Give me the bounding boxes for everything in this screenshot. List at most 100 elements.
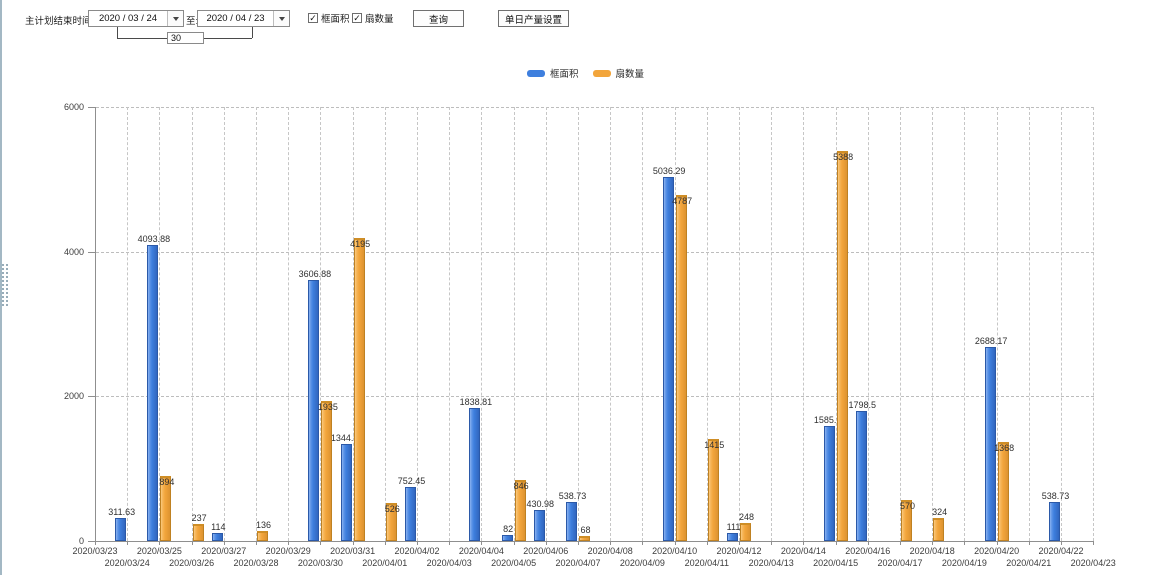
x-axis-tick [545,541,547,545]
x-axis-label: 2020/04/01 [362,558,408,568]
x-axis-tick [127,541,129,545]
plan-end-time-label: 主计划结束时间: [25,16,95,27]
bar-框面积-2020/04/02 [405,486,416,541]
date-to-picker[interactable]: 2020 / 04 / 23 [197,10,290,27]
bar-value-label: 894 [159,477,175,488]
bar-value-label: 237 [191,512,207,523]
x-gridline [803,107,805,541]
checkbox-checked-icon[interactable]: ✓ [352,13,362,23]
bar-value-label: 3606.88 [298,269,332,280]
x-gridline [191,107,193,541]
fan-count-checkbox[interactable]: ✓ 扇数量 [352,12,394,25]
x-axis-tick [191,541,193,545]
x-gridline [256,107,257,541]
x-gridline [384,107,386,541]
bar-框面积-2020/04/22 [1049,502,1060,541]
legend-swatch-blue [527,69,545,77]
bar-value-label: 846 [513,480,529,491]
x-axis-label: 2020/04/19 [941,558,987,568]
x-gridline [320,107,322,541]
x-axis-label: 2020/04/22 [1038,546,1084,556]
bar-value-label: 430.98 [526,498,555,509]
x-gridline [835,107,837,541]
bar-扇数量-2020/04/15 [836,151,848,541]
x-axis-label: 2020/03/29 [265,546,311,556]
frame-area-checkbox[interactable]: ✓ 框面积 [308,12,350,25]
checkbox-checked-icon[interactable]: ✓ [308,13,318,23]
x-gridline [1093,107,1095,541]
x-gridline [481,107,483,541]
chevron-down-icon [278,16,285,21]
daily-output-settings-button[interactable]: 单日产量设置 [498,10,569,27]
date-from-dropdown-button[interactable] [167,11,183,26]
x-axis-tick [1028,541,1030,545]
bar-value-label: 570 [899,500,916,511]
bar-value-label: 1585.96 [813,415,847,426]
frame-area-checkbox-label: 框面积 [321,14,350,25]
x-axis-tick [1061,541,1062,545]
date-to-dropdown-button[interactable] [273,11,289,26]
bar-框面积-2020/04/20 [984,346,996,541]
bar-value-label: 136 [255,520,272,531]
connector-line [117,38,167,39]
x-axis-tick [771,541,773,545]
x-axis-label: 2020/04/02 [394,546,440,556]
bar-value-label: 2688.17 [974,335,1008,346]
bar-value-label: 4093.88 [137,233,171,244]
x-gridline [900,107,901,541]
x-axis-label: 2020/04/20 [974,546,1020,556]
y-gridline [96,251,1094,253]
bar-value-label: 82 [503,524,514,535]
x-gridline [739,107,740,541]
x-axis-label: 2020/04/16 [845,546,891,556]
y-axis-label: 4000 [63,246,84,257]
y-axis-label: 0 [78,536,84,546]
connector-line [117,27,118,38]
bar-value-label: 526 [384,503,400,514]
x-axis-tick [320,541,322,545]
x-axis-label: 2020/03/26 [169,558,215,568]
bar-框面积-2020/03/27 [211,532,223,541]
x-gridline [159,107,161,541]
date-to-value: 2020 / 04 / 23 [206,13,265,24]
splitter-grip-icon[interactable] [1,263,8,307]
x-gridline [867,107,869,541]
bar-扇数量-2020/03/31 [353,237,365,541]
days-between-input[interactable]: 30 [167,32,204,44]
chevron-down-icon [172,16,179,21]
x-axis-label: 2020/04/05 [491,558,537,568]
x-gridline [1028,107,1030,541]
x-axis-tick [706,541,708,545]
x-gridline [513,107,515,541]
date-from-picker[interactable]: 2020 / 03 / 24 [88,10,184,27]
query-button[interactable]: 查询 [413,10,464,27]
x-axis-label: 2020/04/06 [523,546,569,556]
y-axis-tick [88,107,96,108]
x-axis-tick [835,541,837,545]
x-gridline [642,107,644,541]
x-axis-tick [996,541,998,545]
x-axis-tick [803,541,805,545]
x-axis-tick [95,541,96,545]
bar-value-label: 1935 [317,402,338,413]
x-axis-label: 2020/04/23 [1070,558,1116,568]
x-axis-label: 2020/03/23 [72,546,118,556]
bar-框面积-2020/04/07 [566,502,577,541]
bar-框面积-2020/04/10 [662,176,674,541]
x-axis-tick [513,541,515,545]
x-axis-tick [159,541,161,545]
x-axis-tick [449,541,451,545]
bar-扇数量-2020/03/30 [321,401,333,541]
x-axis-label: 2020/03/28 [233,558,279,568]
y-axis-label: 6000 [63,102,84,112]
x-axis-tick [256,541,257,545]
y-axis-line [95,107,96,541]
bar-框面积-2020/03/30 [308,280,320,541]
x-axis-tick [1093,541,1095,545]
x-axis-tick [481,541,483,545]
x-axis-tick [642,541,644,545]
x-axis-tick [288,541,290,545]
bar-扇数量-2020/04/20 [997,442,1009,541]
bar-扇数量-2020/04/07 [579,536,590,541]
bar-value-label: 114 [211,521,226,532]
